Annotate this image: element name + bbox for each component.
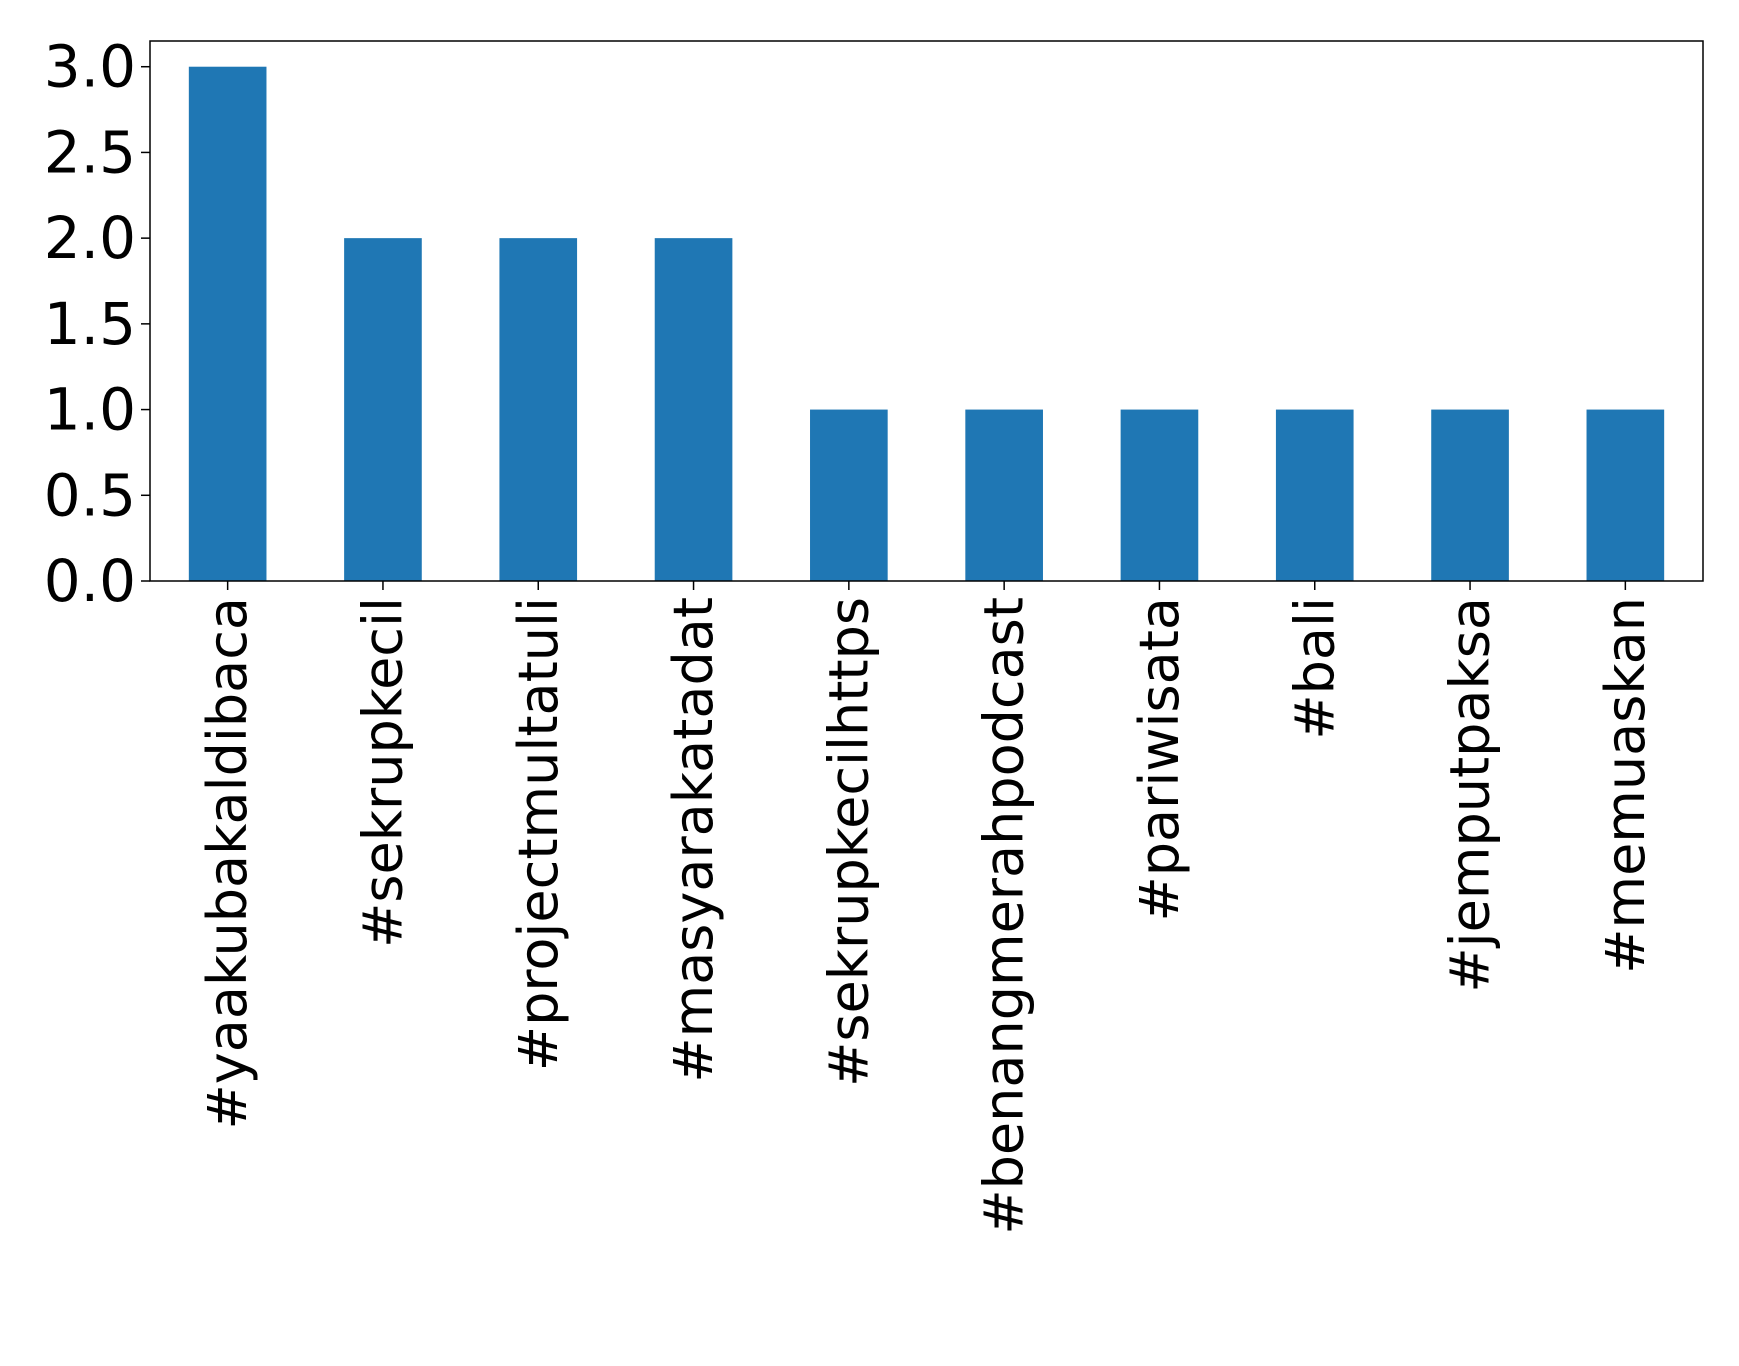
bar <box>1586 409 1665 581</box>
bar <box>188 66 267 581</box>
bar <box>1275 409 1354 581</box>
x-axis-ticks: #yaakubakaldibaca #sekrupkecil #projectmul… <box>196 581 1657 1235</box>
bar <box>1120 409 1199 581</box>
y-tick-label: 0.5 <box>44 461 136 529</box>
bar <box>1431 409 1509 581</box>
x-tick-label: #yaakubakaldibaca <box>196 597 259 1129</box>
bar <box>965 409 1043 581</box>
plot-frame <box>149 40 1704 582</box>
x-tick-label: #benangmerahpodcast <box>973 597 1036 1235</box>
x-tick-label: #sekrupkecilhttps <box>817 597 880 1087</box>
x-tick-label: #jemputpaksa <box>1439 597 1502 993</box>
x-tick-label: #masyarakatadat <box>662 597 725 1083</box>
bar <box>344 238 422 581</box>
bar <box>499 238 578 581</box>
x-tick-label: #bali <box>1283 597 1346 740</box>
y-tick-label: 3.0 <box>44 33 136 101</box>
y-tick-label: 0.0 <box>44 547 136 615</box>
y-tick-label: 2.0 <box>44 204 136 272</box>
bar <box>654 238 733 581</box>
bars-group <box>188 66 1665 581</box>
y-tick-label: 1.5 <box>44 290 136 358</box>
x-tick-label: #sekrupkecil <box>351 597 414 948</box>
bar <box>810 409 888 581</box>
y-tick-label: 2.5 <box>44 118 136 186</box>
x-tick-label: #pariwisata <box>1128 597 1191 921</box>
x-tick-label: #projectmultatuli <box>507 597 570 1071</box>
y-tick-label: 1.0 <box>44 376 136 444</box>
x-tick-label: #memuaskan <box>1594 597 1657 974</box>
y-axis-ticks: 0.0 0.5 1.0 1.5 2.0 2.5 3.0 <box>44 33 150 615</box>
